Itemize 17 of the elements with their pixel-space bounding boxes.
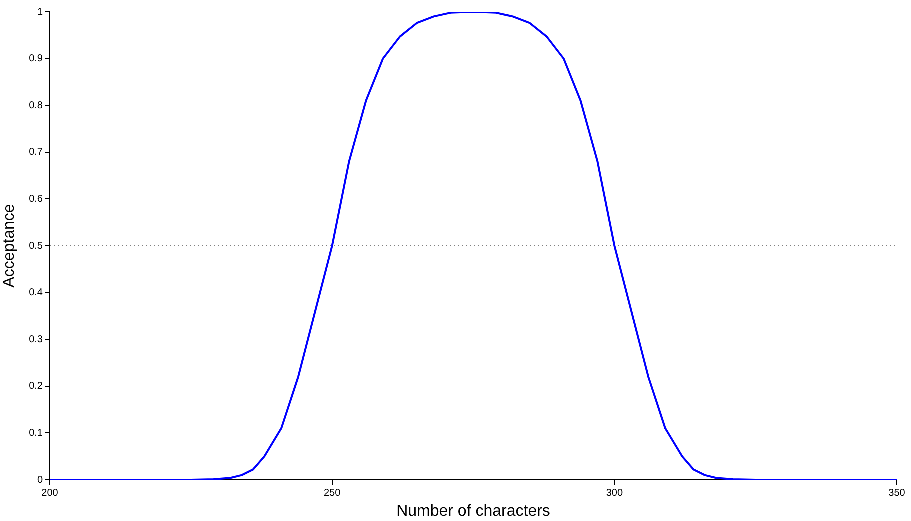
- x-tick-label: 350: [888, 488, 906, 499]
- y-tick-label: 0.2: [29, 381, 44, 392]
- y-tick-label: 0.9: [29, 54, 44, 65]
- y-tick-label: 0.3: [29, 334, 44, 346]
- y-tick-label: 0.7: [29, 147, 44, 158]
- y-tick-label: 0.4: [29, 288, 44, 299]
- y-tick-label: 0.1: [29, 428, 44, 439]
- y-tick-label: 1: [37, 6, 44, 18]
- y-tick-label: 0.5: [29, 240, 44, 252]
- x-tick-label: 250: [324, 488, 342, 499]
- x-tick-label: 200: [42, 488, 59, 499]
- x-tick-label: 300: [606, 488, 624, 499]
- y-tick-label: 0.8: [29, 100, 44, 112]
- x-axis-title: Number of characters: [396, 502, 550, 520]
- y-axis-title: Acceptance: [1, 204, 18, 288]
- y-tick-label: 0.6: [29, 194, 44, 205]
- y-tick-label: 0: [37, 474, 44, 486]
